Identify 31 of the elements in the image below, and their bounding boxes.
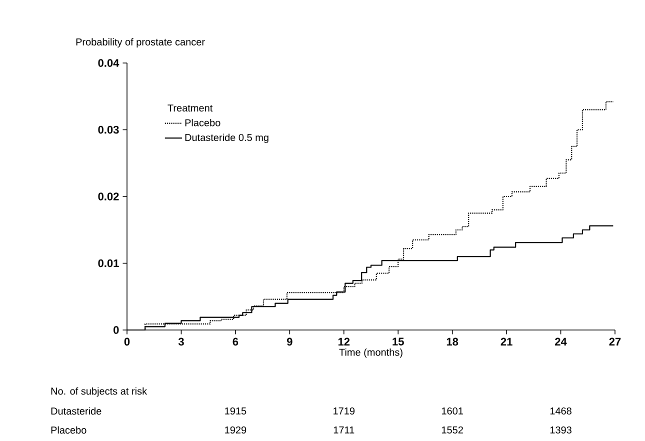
text: Placebo xyxy=(51,426,86,434)
text: Dutasteride xyxy=(51,407,102,415)
legend-label: Placebo xyxy=(185,118,220,126)
text: 1601 xyxy=(442,407,463,415)
x-tick-label: 15 xyxy=(392,338,404,346)
y-tick-label: 0.04 xyxy=(98,59,120,67)
y-tick-label: 0.01 xyxy=(98,259,119,268)
y-tick-label: 0.02 xyxy=(98,192,119,200)
text: 1711 xyxy=(334,426,354,434)
x-tick-label: 24 xyxy=(555,338,567,346)
text: 1719 xyxy=(334,407,355,415)
x-tick-label: 9 xyxy=(286,338,292,346)
y-axis-title: Probability of prostate cancer xyxy=(76,38,205,48)
y-tick-label: 0.03 xyxy=(98,126,119,134)
x-axis-title: Time (months) xyxy=(339,348,402,358)
x-tick-label: 6 xyxy=(232,338,238,346)
text: 1468 xyxy=(550,407,572,415)
text: No. of subjects at risk xyxy=(51,387,148,397)
text: 1393 xyxy=(550,426,572,434)
legend-title: Treatment xyxy=(168,104,213,112)
text: 1929 xyxy=(225,426,246,434)
x-tick-label: 27 xyxy=(609,338,621,346)
y-tick-label: 0 xyxy=(114,326,119,334)
x-tick-label: 0 xyxy=(124,338,130,346)
x-tick-label: 12 xyxy=(338,338,350,346)
x-tick-label: 3 xyxy=(178,338,184,346)
x-tick-label: 18 xyxy=(446,338,458,346)
x-tick-label: 21 xyxy=(500,338,512,346)
text: 1552 xyxy=(442,426,463,434)
text: 1915 xyxy=(225,407,246,415)
legend-label: Dutasteride 0.5 mg xyxy=(185,134,268,144)
